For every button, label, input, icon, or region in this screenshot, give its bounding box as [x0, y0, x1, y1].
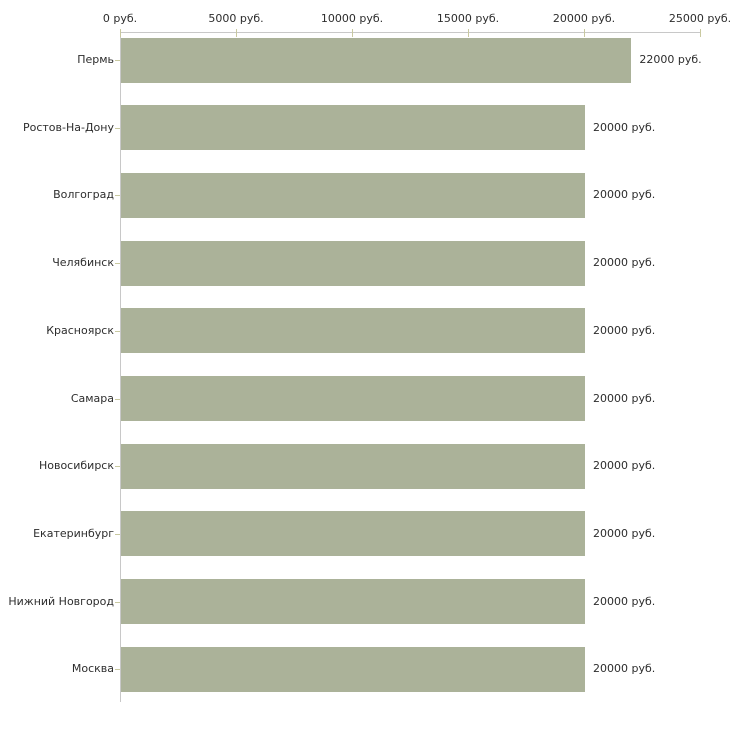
y-tick [115, 601, 120, 603]
category-label: Волгоград [53, 188, 114, 202]
y-tick [115, 127, 120, 129]
bar [121, 308, 585, 354]
bar [121, 443, 585, 489]
category-label: Новосибирск [38, 459, 114, 473]
y-tick [115, 60, 120, 61]
bar [121, 511, 585, 557]
bar [121, 37, 632, 83]
x-tick [468, 29, 469, 37]
y-tick [115, 533, 120, 535]
x-tick-label: 5000 руб. [208, 12, 264, 25]
value-label: 20000 руб. [593, 594, 656, 608]
value-label: 20000 руб. [593, 662, 656, 676]
value-label: 20000 руб. [593, 256, 656, 270]
x-tick [700, 29, 701, 37]
bar [121, 579, 585, 625]
value-label: 20000 руб. [593, 120, 656, 134]
y-tick [115, 398, 120, 400]
value-label: 20000 руб. [593, 188, 656, 202]
x-tick-label: 20000 руб. [552, 12, 616, 25]
x-tick [120, 29, 121, 37]
category-label: Нижний Новгород [8, 594, 114, 608]
category-label: Ростов-На-Дону [22, 120, 114, 134]
bar [121, 172, 585, 218]
category-label: Пермь [77, 53, 114, 66]
x-tick [352, 29, 353, 37]
category-label: Красноярск [46, 323, 114, 337]
value-label: 20000 руб. [593, 526, 656, 540]
category-label: Екатеринбург [33, 526, 114, 540]
x-axis-line [120, 32, 701, 33]
y-tick [115, 195, 120, 197]
x-tick-label: 0 руб. [102, 12, 138, 25]
x-tick-label: 10000 руб. [320, 12, 384, 25]
x-tick-label: 25000 руб. [668, 12, 730, 25]
bar [121, 240, 585, 286]
y-tick [115, 669, 120, 671]
category-label: Самара [70, 391, 114, 405]
value-label: 22000 руб. [639, 53, 702, 66]
y-tick [115, 330, 120, 332]
bar [121, 646, 585, 692]
category-label: Москва [71, 662, 114, 676]
y-tick [115, 263, 120, 265]
x-tick [584, 29, 585, 37]
bar [121, 105, 585, 151]
category-label: Челябинск [52, 256, 114, 270]
value-label: 20000 руб. [593, 459, 656, 473]
y-axis-line [120, 32, 121, 702]
y-tick [115, 466, 120, 468]
value-label: 20000 руб. [593, 391, 656, 405]
bar [121, 376, 585, 421]
value-label: 20000 руб. [593, 323, 656, 337]
x-tick-label: 15000 руб. [436, 12, 500, 25]
x-tick [236, 29, 237, 37]
